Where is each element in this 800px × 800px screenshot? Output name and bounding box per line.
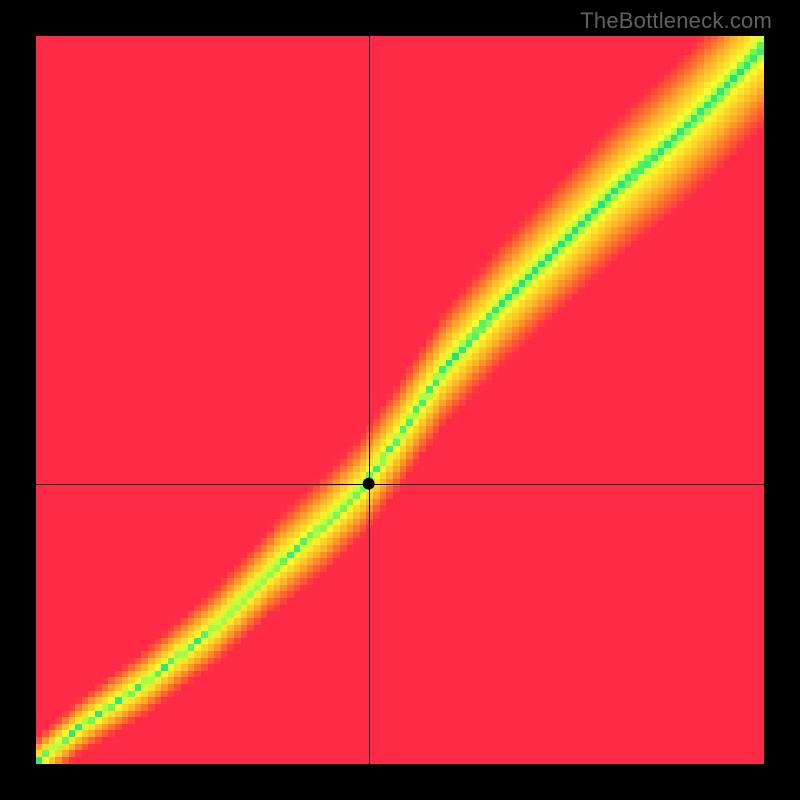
chart-frame: TheBottleneck.com xyxy=(0,0,800,800)
heatmap-plot xyxy=(36,36,764,764)
heatmap-canvas xyxy=(36,36,764,764)
watermark-text: TheBottleneck.com xyxy=(580,8,772,34)
